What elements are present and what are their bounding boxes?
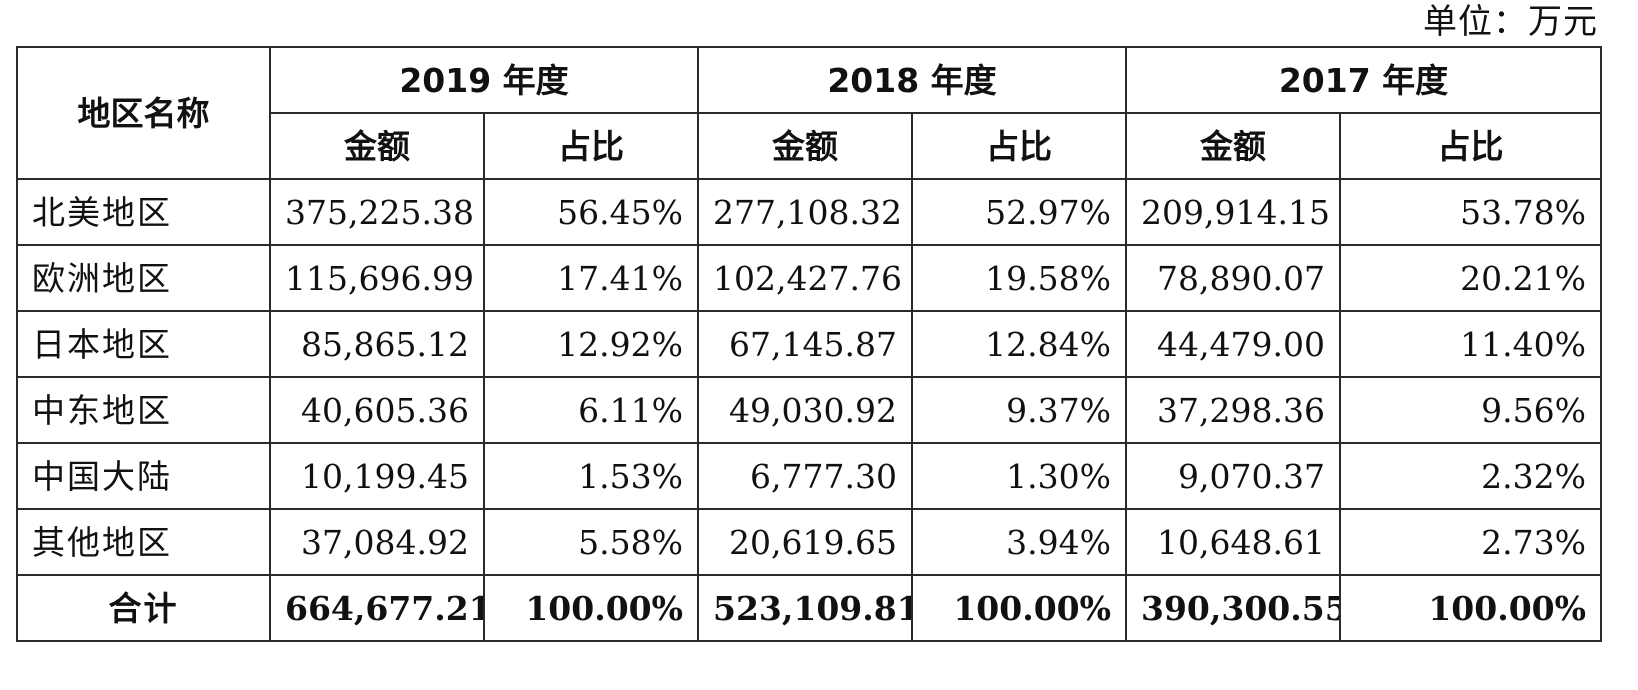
amount-cell: 67,145.87 (697, 310, 913, 378)
region-cell: 欧洲地区 (16, 244, 271, 312)
region-cell: 日本地区 (16, 310, 271, 378)
share-cell: 17.41% (483, 244, 699, 312)
amount-cell: 277,108.32 (697, 178, 913, 246)
amount-cell: 6,777.30 (697, 442, 913, 510)
amount-cell: 44,479.00 (1125, 310, 1341, 378)
amount-cell: 102,427.76 (697, 244, 913, 312)
share-cell: 20.21% (1339, 244, 1602, 312)
amount-cell: 10,199.45 (269, 442, 485, 510)
year-header-2017: 2017 年度 (1125, 46, 1602, 114)
total-label: 合计 (16, 574, 271, 642)
share-cell: 1.30% (911, 442, 1127, 510)
amount-cell: 49,030.92 (697, 376, 913, 444)
share-cell: 19.58% (911, 244, 1127, 312)
share-cell: 1.53% (483, 442, 699, 510)
share-header-2017: 占比 (1339, 112, 1602, 180)
regional-revenue-table: 地区名称 2019 年度 2018 年度 2017 年度 金额 占比 金额 占比… (16, 46, 1602, 642)
amount-cell: 10,648.61 (1125, 508, 1341, 576)
table-row: 欧洲地区 115,696.99 17.41% 102,427.76 19.58%… (16, 244, 1602, 312)
amount-cell: 37,084.92 (269, 508, 485, 576)
amount-cell: 9,070.37 (1125, 442, 1341, 510)
unit-label: 单位：万元 (1423, 2, 1598, 42)
table-row: 日本地区 85,865.12 12.92% 67,145.87 12.84% 4… (16, 310, 1602, 378)
share-cell: 5.58% (483, 508, 699, 576)
total-amount-cell: 664,677.21 (269, 574, 485, 642)
amount-cell: 209,914.15 (1125, 178, 1341, 246)
amount-cell: 375,225.38 (269, 178, 485, 246)
share-cell: 3.94% (911, 508, 1127, 576)
share-cell: 9.56% (1339, 376, 1602, 444)
share-cell: 12.92% (483, 310, 699, 378)
amount-cell: 37,298.36 (1125, 376, 1341, 444)
share-cell: 12.84% (911, 310, 1127, 378)
region-cell: 北美地区 (16, 178, 271, 246)
total-share-cell: 100.00% (911, 574, 1127, 642)
region-cell: 其他地区 (16, 508, 271, 576)
table-row: 中东地区 40,605.36 6.11% 49,030.92 9.37% 37,… (16, 376, 1602, 444)
share-cell: 2.32% (1339, 442, 1602, 510)
year-header-2019: 2019 年度 (269, 46, 699, 114)
header-row-subcolumns: 金额 占比 金额 占比 金额 占比 (17, 112, 1602, 180)
share-cell: 53.78% (1339, 178, 1602, 246)
share-cell: 52.97% (911, 178, 1127, 246)
total-amount-cell: 390,300.55 (1125, 574, 1341, 642)
table-row: 北美地区 375,225.38 56.45% 277,108.32 52.97%… (16, 178, 1602, 246)
share-header-2018: 占比 (911, 112, 1127, 180)
region-column-header: 地区名称 (16, 46, 271, 180)
amount-cell: 85,865.12 (269, 310, 485, 378)
total-share-cell: 100.00% (483, 574, 699, 642)
region-cell: 中国大陆 (16, 442, 271, 510)
region-cell: 中东地区 (16, 376, 271, 444)
table-row: 其他地区 37,084.92 5.58% 20,619.65 3.94% 10,… (16, 508, 1602, 576)
share-cell: 2.73% (1339, 508, 1602, 576)
amount-cell: 78,890.07 (1125, 244, 1341, 312)
total-amount-cell: 523,109.81 (697, 574, 913, 642)
share-header-2019: 占比 (483, 112, 699, 180)
amount-header-2017: 金额 (1125, 112, 1341, 180)
share-cell: 9.37% (911, 376, 1127, 444)
share-cell: 56.45% (483, 178, 699, 246)
table-row: 中国大陆 10,199.45 1.53% 6,777.30 1.30% 9,07… (16, 442, 1602, 510)
year-header-2018: 2018 年度 (697, 46, 1127, 114)
share-cell: 6.11% (483, 376, 699, 444)
amount-cell: 20,619.65 (697, 508, 913, 576)
amount-cell: 115,696.99 (269, 244, 485, 312)
share-cell: 11.40% (1339, 310, 1602, 378)
amount-header-2019: 金额 (269, 112, 485, 180)
total-row: 合计 664,677.21 100.00% 523,109.81 100.00%… (16, 574, 1602, 642)
amount-header-2018: 金额 (697, 112, 913, 180)
amount-cell: 40,605.36 (269, 376, 485, 444)
header-row-years: 地区名称 2019 年度 2018 年度 2017 年度 (16, 46, 1602, 180)
total-share-cell: 100.00% (1339, 574, 1602, 642)
